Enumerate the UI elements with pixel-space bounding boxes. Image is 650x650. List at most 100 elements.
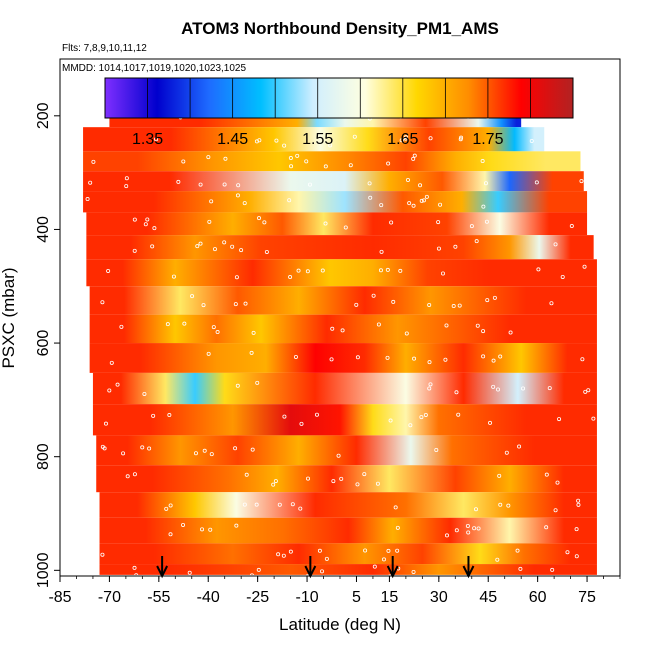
y-tick-label: 400 [35,216,52,243]
sample-dot [222,182,227,187]
x-tick-label: -25 [246,589,269,606]
x-tick-label: 5 [352,589,361,606]
sample-dot [412,153,417,158]
colorbar-tick-label: 1.75 [472,131,503,148]
sample-dot [536,267,541,272]
sample-dot [207,219,212,224]
sample-dot [550,567,555,572]
sample-dot [100,552,105,557]
sample-dot [150,244,155,249]
sample-dot [485,298,490,303]
sample-dot [544,472,549,477]
heatmap-row [96,465,597,493]
sample-dot [187,570,192,575]
colorbar-tick-label: 1.45 [217,131,248,148]
sample-dot [378,268,383,273]
sample-dot [147,446,152,451]
x-tick-label: 45 [479,589,497,606]
sample-dot [168,532,173,537]
sample-dot [154,137,159,142]
sample-dot [121,451,126,456]
sample-dot [324,556,329,561]
sample-dot [385,267,390,272]
colorbar [104,77,574,119]
y-tick-label: 600 [35,330,52,357]
sample-dot [403,136,408,141]
sample-dot [274,138,279,143]
sample-dot [363,548,368,553]
sample-dot [167,413,172,418]
sample-dot [436,246,441,251]
sample-dot [330,326,335,331]
y-tick-label: 200 [35,102,52,129]
sample-dot [403,134,408,139]
sample-dot [496,387,501,392]
x-axis: -85 -70 -55 -40 -25 -10 5 15 30 45 60 75 [48,576,621,606]
sample-dot [355,355,360,360]
sample-dot [375,481,380,486]
sample-dot [451,304,456,309]
sample-dot [198,241,203,246]
sample-dot [440,271,445,276]
sample-dot [343,225,348,230]
sample-dot [438,202,443,207]
sample-dot [328,143,333,148]
sample-dot [444,323,449,328]
x-tick-label: -85 [48,589,71,606]
sample-dot [444,533,449,538]
sample-dot [119,324,124,329]
sample-dot [399,138,404,143]
sample-dot [480,159,485,164]
sample-dot [305,269,310,274]
x-tick-label: 30 [430,589,448,606]
sample-dot [304,159,309,164]
y-tick-label: 800 [35,443,52,470]
sample-dot [427,386,432,391]
sample-dot [428,382,433,387]
sample-dot [109,360,114,365]
sample-dot [466,530,471,535]
sample-dot [371,293,376,298]
sample-dot [102,446,107,451]
sample-dot [230,244,235,249]
sample-dot [299,421,304,426]
sample-dot [211,325,216,330]
sample-dot [100,300,105,305]
sample-dot [234,523,239,528]
dates-note: MMDD: 1014,1017,1019,1020,1023,1025 [62,63,246,74]
sample-dot [372,564,377,569]
sample-dot [381,557,386,562]
heatmap-row [83,191,588,213]
sample-dot [483,181,488,186]
sample-dot [264,249,269,254]
heatmap-row [83,151,581,172]
sample-dot [465,523,470,528]
sample-dot [323,164,328,169]
sample-dot [317,548,322,553]
sample-dot [481,204,486,209]
sample-dot [256,567,261,572]
heatmap-row [99,517,597,544]
flights-note: Flts: 7,8,9,10,11,12 [62,43,147,54]
sample-dot [339,476,344,481]
sample-dot [354,302,359,307]
sample-dot [124,184,129,189]
sample-dot [233,446,238,451]
sample-dot [389,220,394,225]
sample-dot [288,275,293,280]
sample-dot [222,240,227,245]
sample-dot [282,414,287,419]
sample-dot [453,244,458,249]
sample-dot [198,182,203,187]
x-tick-label: -70 [98,589,121,606]
sample-dot [504,450,509,455]
heatmap-row [86,235,594,260]
sample-dot [407,201,412,206]
sample-dot [320,268,325,273]
sample-dot [534,180,539,185]
sample-dot [193,451,198,456]
sample-dot [488,420,493,425]
sample-dot [251,330,256,335]
heatmap-rows [83,105,597,575]
sample-dot [134,573,139,576]
